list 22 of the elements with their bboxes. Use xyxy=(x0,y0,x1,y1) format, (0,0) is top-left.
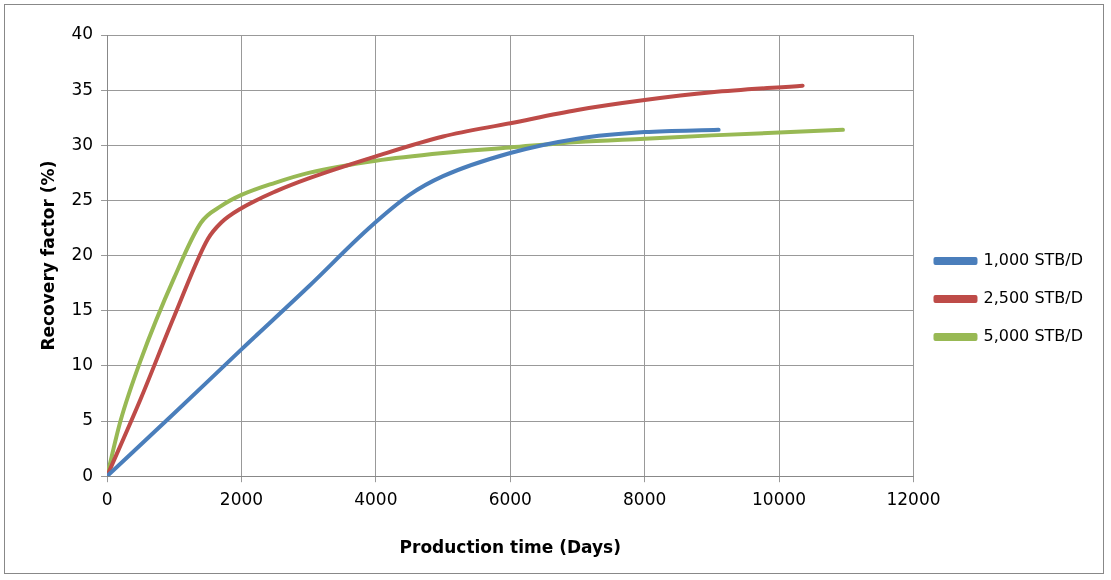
x-tick-label: 12000 xyxy=(886,488,941,509)
x-tick-label: 2000 xyxy=(219,488,264,509)
y-tick-label: 10 xyxy=(71,354,94,375)
x-tick-label: 4000 xyxy=(354,488,398,509)
y-tick-label: 30 xyxy=(71,133,94,154)
y-tick-label: 5 xyxy=(82,409,94,430)
y-tick-label: 15 xyxy=(71,299,94,320)
x-axis-title: Production time (Days) xyxy=(399,537,621,558)
x-tick-label: 6000 xyxy=(488,488,532,509)
x-tick-label: 0 xyxy=(101,488,113,509)
y-tick-label: 20 xyxy=(71,244,94,265)
y-axis-title: Recovery factor (%) xyxy=(37,160,58,351)
y-tick-label: 35 xyxy=(71,78,94,99)
y-tick-label: 0 xyxy=(82,464,94,485)
x-tick-label: 8000 xyxy=(623,488,667,509)
y-tick-label: 40 xyxy=(71,23,94,44)
x-tick-label: 10000 xyxy=(752,488,807,509)
y-tick-label: 25 xyxy=(71,188,94,209)
legend-label: 1,000 STB/D xyxy=(983,250,1084,270)
line-series xyxy=(107,127,721,477)
legend-label: 5,000 STB/D xyxy=(983,326,1084,346)
legend-label: 2,500 STB/D xyxy=(983,288,1084,308)
